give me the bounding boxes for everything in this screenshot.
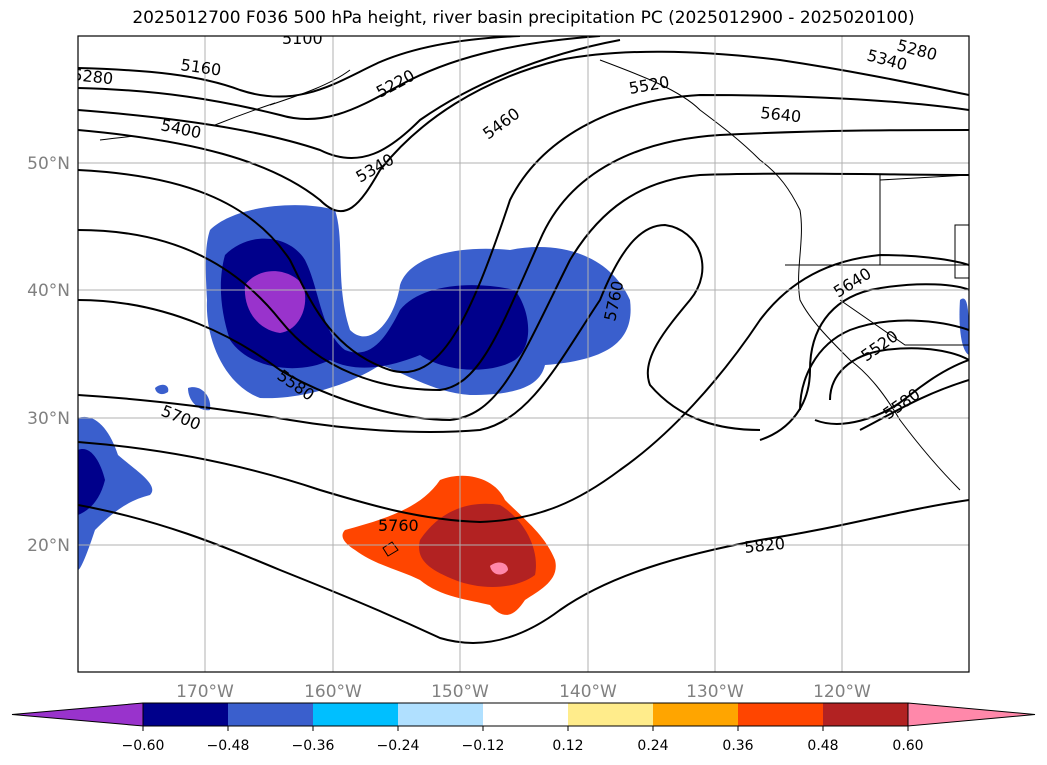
colorbar-extend-high	[907, 702, 1036, 727]
colorbar-tick-label: 0.36	[722, 738, 753, 754]
colorbar-segment	[398, 703, 483, 726]
height-contours	[78, 36, 969, 644]
colorbar-extend-low	[11, 702, 144, 727]
colorbar-segment	[313, 703, 398, 726]
lat-axis: 50°N 40°N 30°N 20°N	[27, 154, 70, 556]
map-frame	[77, 35, 970, 673]
colorbar-tick-label: −0.48	[207, 738, 250, 754]
colorbar-segment	[483, 703, 568, 726]
colorbar-tick-label: −0.60	[122, 738, 165, 754]
map-title: 2025012700 F036 500 hPa height, river ba…	[132, 8, 915, 28]
coastlines	[99, 59, 969, 557]
lon-axis: 170°W 160°W 150°W 140°W 130°W 120°W	[176, 682, 871, 702]
colorbar-segment	[228, 703, 313, 726]
colorbar-segment	[823, 703, 908, 726]
lat-label: 40°N	[27, 281, 70, 301]
colorbar-tick-label: 0.48	[807, 738, 838, 754]
lon-label: 120°W	[813, 682, 871, 702]
colorbar-tick-label: −0.24	[377, 738, 420, 754]
colorbar-tick-label: 0.60	[892, 738, 923, 754]
contour-label: 5100	[282, 29, 323, 48]
lat-label: 20°N	[27, 536, 70, 556]
lon-label: 130°W	[686, 682, 744, 702]
lon-label: 170°W	[176, 682, 234, 702]
contour-label: 5640	[760, 103, 802, 126]
colorbar-segment	[653, 703, 738, 726]
colorbar-outline	[142, 702, 909, 727]
lon-label: 150°W	[431, 682, 489, 702]
contour-label: 5760	[378, 516, 419, 535]
contour-label: 5820	[743, 534, 785, 557]
graticule	[78, 36, 969, 672]
colorbar-segment	[568, 703, 653, 726]
lat-label: 30°N	[27, 409, 70, 429]
colorbar-segment	[143, 703, 228, 726]
colorbar-segment	[738, 703, 823, 726]
colorbar-tick-label: −0.12	[462, 738, 505, 754]
lon-label: 140°W	[559, 682, 617, 702]
contour-label: 5280	[72, 65, 114, 88]
colorbar-tick-label: 0.12	[552, 738, 583, 754]
lon-label: 160°W	[304, 682, 362, 702]
colorbar-tick-label: 0.24	[637, 738, 668, 754]
colorbar: −0.60 −0.48 −0.36 −0.24 −0.12 0.12 0.24 0.36 0.4…	[11, 702, 1036, 754]
lat-label: 50°N	[27, 154, 70, 174]
colorbar-tick-label: −0.36	[292, 738, 335, 754]
